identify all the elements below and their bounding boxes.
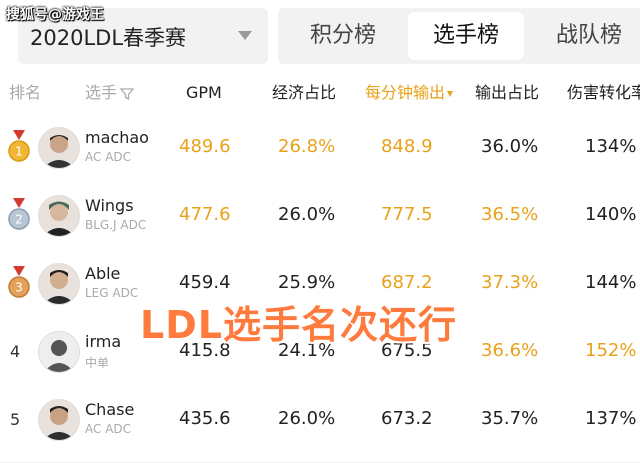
watermark: 搜狐号@游戏王 (6, 7, 104, 23)
cell-gpm: 459.4 (179, 272, 231, 293)
svg-text:2: 2 (15, 213, 23, 227)
cell-gpm: 489.6 (179, 136, 231, 157)
svg-text:3: 3 (15, 281, 23, 295)
cell-dmg-share: 36.5% (481, 204, 539, 225)
cell-dpm: 675.5 (381, 340, 433, 361)
player-team: AC ADC (85, 422, 132, 436)
cell-dpm: 777.5 (381, 204, 433, 225)
season-select-value: 2020LDL春季赛 (30, 26, 187, 50)
bronze-medal-icon: 3 (8, 266, 30, 298)
cell-gold-share: 26.8% (278, 136, 336, 157)
player-team: 中单 (85, 356, 110, 370)
filter-icon[interactable] (120, 87, 135, 101)
cell-dmg-share: 37.3% (481, 272, 539, 293)
header-dpm-wrap[interactable]: 每分钟输出 (365, 74, 454, 112)
top-bar: 2020LDL春季赛 积分榜 选手榜 战队榜 (0, 0, 640, 74)
cell-gpm: 435.6 (179, 408, 231, 429)
avatar (38, 127, 80, 169)
cell-dmg-conv: 140% (585, 204, 637, 225)
cell-gold-share: 25.9% (278, 272, 336, 293)
cell-gold-share: 26.0% (278, 408, 336, 429)
table-row[interactable]: 4 irma 中单 415.8 24.1% 675.5 36.6% 152% (0, 318, 640, 387)
cell-dmg-conv: 137% (585, 408, 637, 429)
table-header: 排名 选手 GPM 经济占比 每分钟输出 输出占比 伤害转化率 (0, 74, 640, 112)
header-gpm[interactable]: GPM (186, 83, 222, 102)
player-name[interactable]: Able (85, 264, 121, 283)
cell-dmg-share: 36.6% (481, 340, 539, 361)
silver-medal-icon: 2 (8, 198, 30, 230)
player-name[interactable]: Chase (85, 400, 135, 419)
chevron-down-icon (238, 31, 252, 40)
cell-dmg-share: 35.7% (481, 408, 539, 429)
avatar (38, 195, 80, 237)
rank-number: 4 (10, 342, 21, 361)
cell-gold-share: 26.0% (278, 204, 336, 225)
tab-players[interactable]: 选手榜 (408, 12, 524, 60)
player-name[interactable]: machao (85, 128, 149, 147)
table-row[interactable]: 3 Able LEG ADC 459.4 25.9% 687.2 37.3% 1… (0, 250, 640, 319)
tab-standings[interactable]: 积分榜 (309, 23, 376, 48)
cell-dpm: 848.9 (381, 136, 433, 157)
player-team: BLG.J ADC (85, 218, 147, 232)
cell-dmg-conv: 152% (585, 340, 637, 361)
header-player-wrap[interactable]: 选手 (85, 74, 135, 112)
rank-number: 5 (10, 410, 21, 429)
player-name[interactable]: Wings (85, 196, 134, 215)
svg-text:1: 1 (15, 145, 23, 159)
avatar (38, 399, 80, 441)
default-avatar-icon (38, 331, 80, 373)
table-row[interactable]: 1 machao AC ADC 489.6 26.8% 848.9 36.0% … (0, 114, 640, 183)
cell-gpm: 415.8 (179, 340, 231, 361)
tab-teams[interactable]: 战队榜 (555, 23, 622, 48)
cell-dpm: 687.2 (381, 272, 433, 293)
header-dmg-share[interactable]: 输出占比 (475, 83, 540, 102)
header-player: 选手 (85, 83, 118, 102)
cell-dmg-conv: 144% (585, 272, 637, 293)
avatar (38, 263, 80, 305)
header-rank: 排名 (9, 83, 42, 102)
player-team: AC ADC (85, 150, 132, 164)
player-team: LEG ADC (85, 286, 139, 300)
gold-medal-icon: 1 (8, 130, 30, 162)
header-dmg-conv[interactable]: 伤害转化率 (567, 83, 640, 102)
cell-dmg-conv: 134% (585, 136, 637, 157)
header-dpm: 每分钟输出 (365, 83, 446, 102)
cell-dpm: 673.2 (381, 408, 433, 429)
header-gold-share[interactable]: 经济占比 (272, 83, 337, 102)
cell-gold-share: 24.1% (278, 340, 336, 361)
cell-gpm: 477.6 (179, 204, 231, 225)
player-name[interactable]: irma (85, 332, 122, 351)
sort-desc-icon (447, 90, 454, 97)
table-row[interactable]: 5 Chase AC ADC 435.6 26.0% 673.2 35.7% 1… (0, 386, 640, 463)
cell-dmg-share: 36.0% (481, 136, 539, 157)
tab-bar: 积分榜 选手榜 战队榜 (278, 8, 640, 64)
overlay-caption: LDL选手名次还行 (140, 303, 457, 347)
season-select[interactable]: 2020LDL春季赛 (18, 8, 268, 64)
table-row[interactable]: 2 Wings BLG.J ADC 477.6 26.0% 777.5 36.5… (0, 182, 640, 251)
